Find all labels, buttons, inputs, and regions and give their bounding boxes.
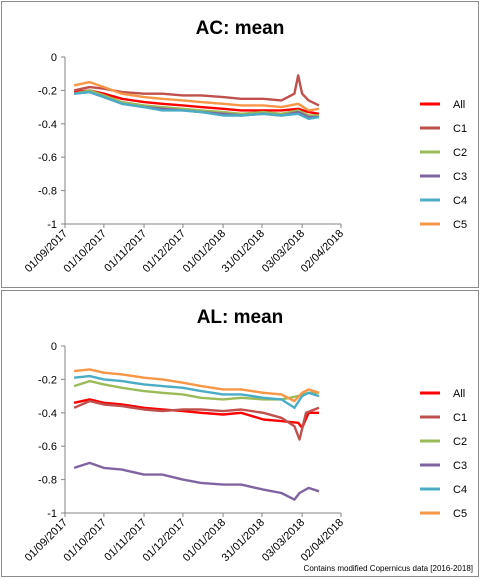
- series-line-c5: [73, 80, 320, 112]
- y-tick-label: -1: [47, 219, 57, 231]
- legend-label-all: All: [453, 388, 465, 400]
- y-tick-label: -0.2: [38, 374, 57, 386]
- y-tick-label: 0: [51, 52, 57, 64]
- legend-label-c3: C3: [453, 460, 467, 472]
- chart-title: AC: mean: [196, 18, 285, 39]
- chart-ac: AC: mean0-0.2-0.4-0.6-0.8-101/09/201701/…: [23, 18, 467, 275]
- legend-label-c5: C5: [453, 219, 467, 231]
- y-tick-label: -0.6: [38, 152, 57, 164]
- chart-panel-ac: AC: mean 0 -0.2 -0.4 -0.6 -0.8 -1 01/09/2017 01/…: [1, 1, 479, 288]
- y-tick-label: -1: [47, 508, 57, 520]
- legend-label-c5: C5: [453, 508, 467, 520]
- data-credit: Contains modified Copernicus data [2016-…: [303, 564, 473, 573]
- y-tick-label: -0.4: [38, 408, 57, 420]
- legend-label-c4: C4: [453, 484, 467, 496]
- chart-title: AL: mean: [197, 307, 284, 328]
- y-tick-label: -0.4: [38, 119, 57, 131]
- series-line-c2: [73, 379, 319, 401]
- series-line-c4: [73, 374, 320, 410]
- chart-panel-al: AL: mean 0 -0.2 -0.4 -0.6 -0.8 -1 01/09/2017 01/…: [1, 290, 479, 577]
- legend-label-all: All: [453, 99, 465, 111]
- y-tick-label: -0.8: [38, 475, 57, 487]
- series-line-c5: [73, 368, 320, 403]
- legend-label-c4: C4: [453, 195, 467, 207]
- legend-label-c2: C2: [453, 147, 467, 159]
- y-tick-label: 0: [51, 341, 57, 353]
- legend-label-c1: C1: [453, 412, 467, 424]
- legend-label-c1: C1: [453, 123, 467, 135]
- legend-label-c2: C2: [453, 436, 467, 448]
- series-line-all: [73, 398, 319, 430]
- y-tick-label: -0.2: [38, 85, 57, 97]
- series-line-c2: [73, 89, 319, 117]
- y-tick-label: -0.8: [38, 186, 57, 198]
- series-line-c4: [73, 90, 320, 121]
- chart-al: AL: mean0-0.2-0.4-0.6-0.8-101/09/201701/…: [23, 307, 467, 564]
- series-line-c3: [73, 461, 320, 501]
- series-line-c1: [73, 399, 320, 441]
- y-tick-label: -0.6: [38, 441, 57, 453]
- legend-label-c3: C3: [453, 171, 467, 183]
- series-line-all: [73, 89, 320, 115]
